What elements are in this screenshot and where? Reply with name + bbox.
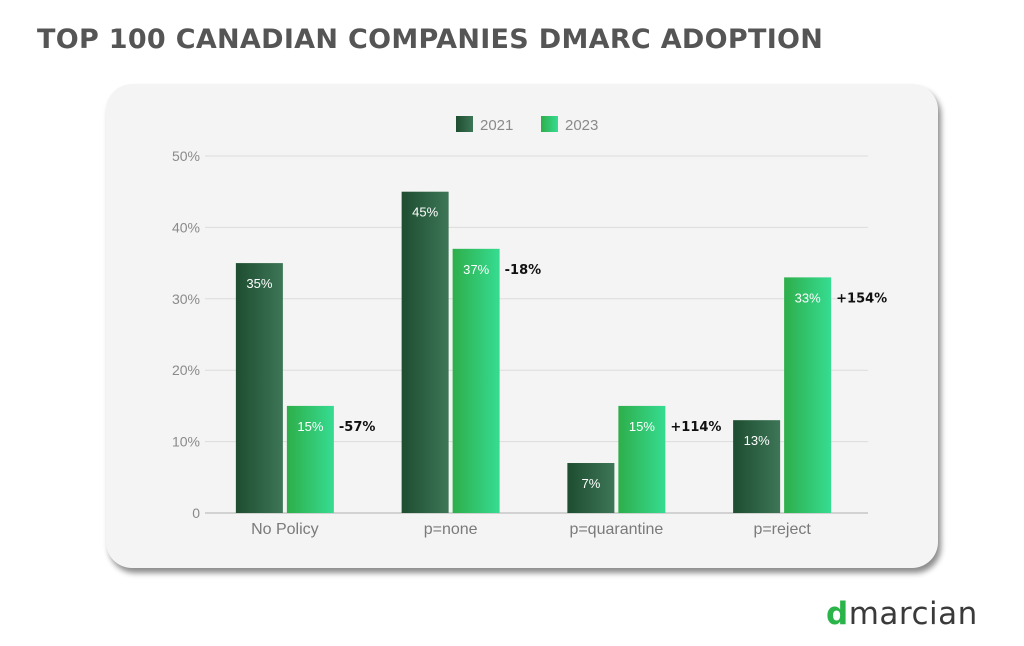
bar-value-label: 35%	[246, 276, 272, 291]
bars	[235, 191, 832, 513]
y-tick-label: 50%	[172, 148, 200, 164]
bar-2023-2	[618, 405, 666, 513]
y-tick-label: 10%	[172, 434, 200, 450]
labels: 35% 15% -57% 45% 37% -18% 7% 15% +114% 13% 33% +154…	[246, 205, 887, 491]
bar-value-label: 13%	[744, 433, 770, 448]
bar-value-label: 7%	[581, 476, 600, 491]
bar-value-label: 15%	[297, 419, 323, 434]
x-tick-label: p=reject	[753, 521, 811, 538]
legend-swatch-2023	[541, 116, 558, 132]
bar-value-label: 37%	[463, 262, 489, 277]
change-label: -18%	[505, 263, 542, 278]
dmarcian-logo: dmarcian	[826, 596, 978, 632]
bar-2023-0	[286, 405, 334, 513]
y-tick-label: 40%	[172, 219, 200, 235]
bar-2023-1	[452, 248, 500, 513]
page-title: TOP 100 CANADIAN COMPANIES DMARC ADOPTIO…	[37, 24, 824, 55]
bar-value-label: 33%	[795, 290, 821, 305]
y-tick-label: 30%	[172, 291, 200, 307]
axes: 0 10% 20% 30% 40% 50% No Policy p=none p=quarant…	[172, 148, 868, 538]
bar-2021-1	[401, 191, 449, 513]
x-tick-label: p=none	[424, 521, 478, 538]
y-tick-label: 20%	[172, 362, 200, 378]
y-tick-label: 0	[192, 505, 200, 521]
change-label: -57%	[339, 420, 376, 435]
bar-2021-3	[733, 420, 781, 513]
bar-2021-2	[567, 463, 615, 513]
legend-swatch-2021	[456, 116, 473, 132]
legend: 2021 2023	[456, 116, 598, 134]
x-tick-label: p=quarantine	[569, 521, 663, 538]
logo-mark: d	[826, 596, 849, 632]
logo-wordmark: marcian	[848, 596, 978, 632]
bar-value-label: 15%	[629, 419, 655, 434]
grid-lines	[205, 155, 868, 443]
bar-value-label: 45%	[412, 205, 438, 220]
x-tick-label: No Policy	[251, 521, 319, 538]
change-label: +114%	[670, 420, 721, 435]
legend-label: 2023	[565, 117, 598, 134]
change-label: +154%	[836, 291, 887, 306]
bar-2021-0	[235, 263, 283, 513]
bar-2023-3	[784, 277, 832, 513]
legend-label: 2021	[480, 117, 513, 134]
